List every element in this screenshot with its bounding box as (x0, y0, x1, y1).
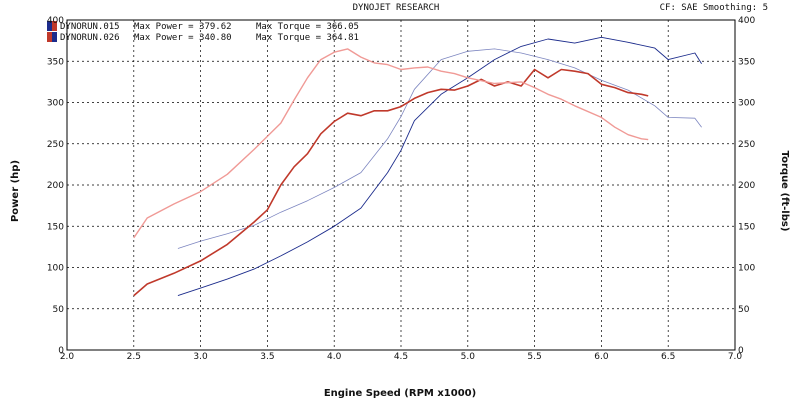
y-right-tick-label: 250 (738, 140, 755, 150)
y-right-tick-label: 350 (738, 57, 755, 67)
y-axis-left-title: Power (hp) (10, 160, 21, 222)
chart-title: DYNOJET RESEARCH (353, 3, 440, 13)
legend: DYNORUN.015 Max Power = 379.62 Max Torque … (47, 21, 359, 43)
x-axis-title: Engine Speed (RPM x1000) (324, 388, 476, 399)
y-left-tick-label: 50 (53, 305, 65, 315)
y-left-tick-label: 100 (47, 264, 64, 274)
y-axis-right-ticks: 0 50 100 150 200 250 300 350 400 (738, 16, 755, 356)
y-left-tick-label: 0 (58, 346, 64, 356)
legend-run-label: DYNORUN.026 (60, 33, 120, 43)
legend-max-power: Max Power = 379.62 (134, 22, 232, 32)
plot-area (66, 19, 736, 351)
series-line-4 (133, 48, 649, 239)
x-tick-label: 6.5 (661, 352, 675, 362)
y-left-tick-label: 350 (47, 57, 64, 67)
legend-swatch (47, 32, 52, 42)
x-tick-label: 4.0 (327, 352, 342, 362)
series-line-3 (133, 68, 649, 297)
y-right-tick-label: 300 (738, 99, 755, 109)
x-tick-label: 5.0 (461, 352, 476, 362)
x-tick-label: 5.5 (527, 352, 541, 362)
y-right-tick-label: 100 (738, 264, 755, 274)
legend-run-label: DYNORUN.015 (60, 22, 120, 32)
legend-max-power: Max Power = 340.80 (134, 33, 232, 43)
chart-subtitle: CF: SAE Smoothing: 5 (660, 3, 768, 13)
y-left-tick-label: 300 (47, 99, 64, 109)
y-right-tick-label: 150 (738, 222, 755, 232)
x-tick-label: 3.0 (193, 352, 208, 362)
x-tick-label: 7.0 (728, 352, 743, 362)
y-axis-left-ticks: 0 50 100 150 200 250 300 350 400 (47, 16, 64, 356)
legend-swatch (52, 32, 57, 42)
y-left-tick-label: 150 (47, 222, 64, 232)
legend-swatch (47, 21, 52, 31)
x-tick-label: 2.0 (60, 352, 75, 362)
y-right-tick-label: 0 (738, 346, 744, 356)
series-line-1 (177, 36, 702, 297)
x-tick-label: 6.0 (594, 352, 609, 362)
y-right-tick-label: 400 (738, 16, 755, 26)
y-left-tick-label: 400 (47, 16, 64, 26)
legend-max-torque: Max Torque = 364.81 (256, 33, 359, 43)
x-tick-label: 3.5 (260, 352, 274, 362)
y-axis-right-title: Torque (ft-lbs) (779, 151, 790, 232)
x-tick-label: 4.5 (394, 352, 408, 362)
y-left-tick-label: 200 (47, 181, 64, 191)
y-right-tick-label: 50 (738, 305, 750, 315)
legend-max-torque: Max Torque = 366.05 (256, 22, 359, 32)
grid (67, 20, 735, 350)
y-right-tick-label: 200 (738, 181, 755, 191)
series-layer (133, 36, 702, 297)
legend-swatch (52, 21, 57, 31)
series-line-2 (177, 48, 702, 249)
y-left-tick-label: 250 (47, 140, 64, 150)
x-axis-ticks: 2.0 2.5 3.0 3.5 4.0 4.5 5.0 5.5 6.0 6.5 7.0 (60, 352, 743, 362)
x-tick-label: 2.5 (127, 352, 141, 362)
